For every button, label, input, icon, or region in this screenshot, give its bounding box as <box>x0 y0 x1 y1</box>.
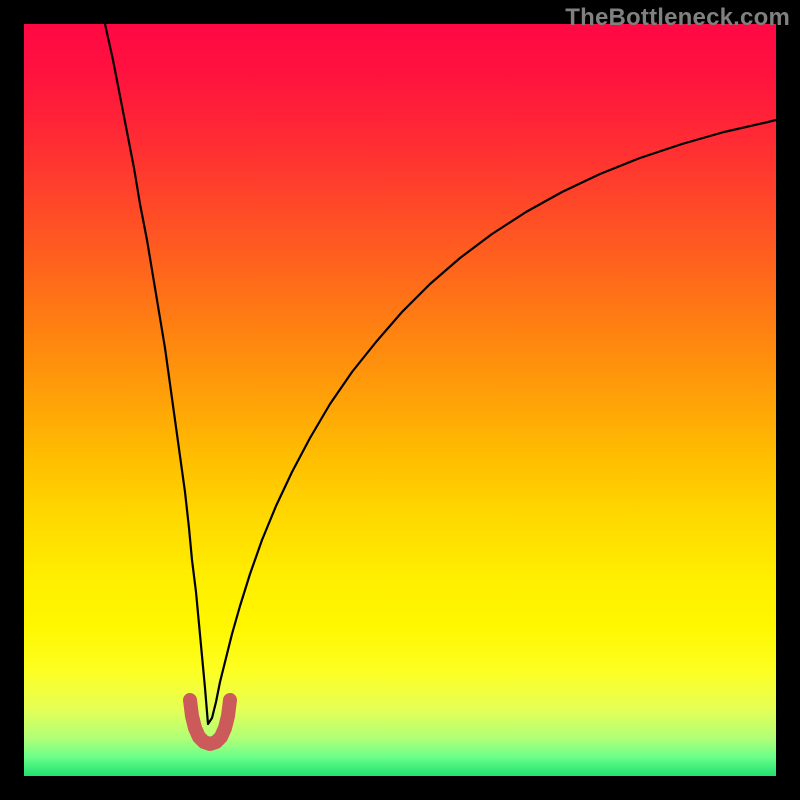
figure-canvas: TheBottleneck.com <box>0 0 800 800</box>
bottleneck-chart <box>0 0 800 800</box>
gradient-plot-area <box>24 24 776 776</box>
source-watermark: TheBottleneck.com <box>565 4 790 32</box>
